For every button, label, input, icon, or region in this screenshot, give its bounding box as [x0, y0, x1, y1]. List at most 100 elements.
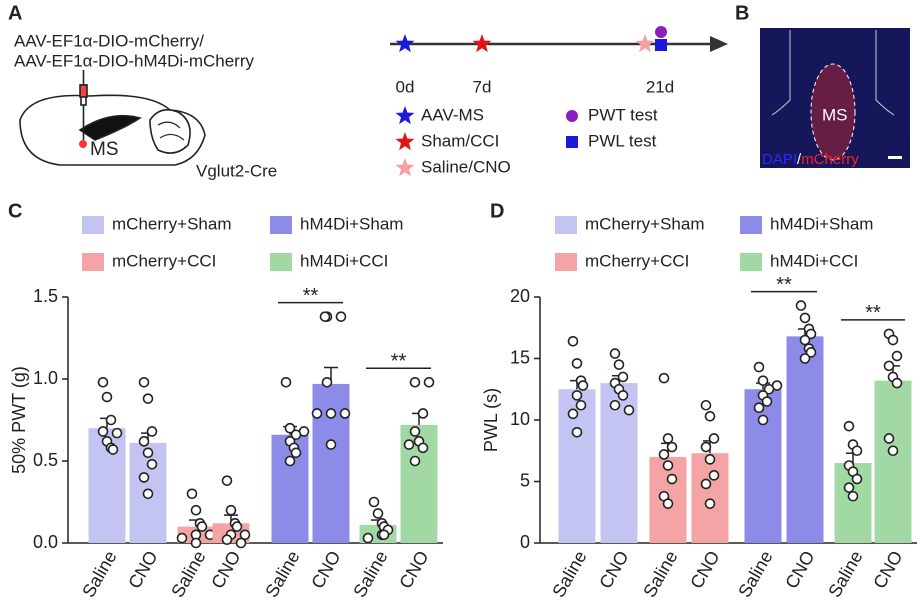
data-point — [662, 498, 674, 509]
legend-swatch — [82, 216, 104, 234]
legend-swatch — [740, 216, 762, 234]
data-point — [805, 347, 817, 358]
data-point — [623, 404, 635, 416]
legend-label: hM4Di+Sham — [770, 214, 873, 233]
y-tick-label: 20 — [510, 286, 530, 306]
data-point — [403, 439, 415, 450]
data-point — [378, 529, 390, 541]
data-point — [290, 447, 302, 459]
stain: DAPI — [762, 151, 797, 168]
data-point — [142, 393, 154, 404]
data-point — [409, 376, 421, 388]
data-point — [666, 473, 678, 485]
data-point — [700, 399, 712, 411]
data-point — [97, 426, 109, 437]
data-point — [708, 470, 720, 481]
data-point — [613, 359, 625, 370]
data-point — [362, 532, 374, 544]
x-tick-label: Saline — [167, 547, 209, 600]
data-point — [757, 414, 769, 426]
data-point — [138, 376, 150, 388]
data-point — [325, 439, 337, 450]
x-tick-label: CNO — [207, 547, 244, 592]
legend-symbol — [395, 158, 415, 177]
x-tick-label: Saline — [261, 547, 303, 600]
data-point — [284, 422, 296, 434]
x-tick-label: CNO — [595, 547, 632, 592]
legend-label: mCherry+CCI — [585, 251, 689, 270]
histology-image — [760, 28, 910, 168]
y-tick-label: 5 — [520, 470, 530, 490]
data-point — [891, 377, 903, 389]
data-point — [138, 472, 150, 483]
data-point — [571, 358, 583, 369]
data-point — [795, 300, 807, 311]
x-tick-label: Saline — [349, 547, 391, 600]
legend-label: mCherry+Sham — [112, 214, 232, 233]
data-point — [280, 376, 292, 388]
panel-label: A — [8, 2, 22, 24]
data-point — [142, 447, 154, 459]
data-point — [887, 445, 899, 457]
stain: / — [797, 151, 802, 168]
x-tick-label: Saline — [548, 547, 590, 600]
data-point — [567, 335, 579, 347]
legend-symbol — [635, 34, 655, 53]
data-point — [417, 442, 429, 454]
virus-text: AAV-EF1α-DIO-mCherry/ — [14, 31, 204, 50]
bar — [744, 389, 782, 543]
data-point — [146, 426, 158, 437]
panel-label: B — [735, 2, 749, 24]
data-point — [196, 521, 208, 532]
legend-swatch — [82, 253, 104, 271]
data-point — [225, 504, 237, 516]
legend-label: mCherry+Sham — [585, 214, 705, 233]
data-point — [571, 390, 583, 401]
data-point — [319, 311, 331, 322]
legend-label: PWT test — [588, 105, 658, 124]
data-point — [190, 504, 202, 516]
data-point — [423, 376, 435, 388]
stain-label: DAPI/mCherry — [762, 151, 859, 168]
panel-label: C — [8, 200, 22, 222]
data-point — [708, 433, 720, 444]
legend-label: mCherry+CCI — [112, 251, 216, 270]
data-point — [883, 360, 895, 372]
legend-symbol — [395, 132, 415, 151]
legend-label: hM4Di+CCI — [770, 251, 858, 270]
data-point — [575, 399, 587, 411]
x-tick-label: CNO — [395, 547, 432, 592]
data-point — [851, 445, 863, 457]
legend-swatch — [270, 253, 292, 271]
y-tick-label: 0 — [520, 532, 530, 552]
bar — [691, 453, 729, 543]
x-tick-label: CNO — [686, 547, 723, 592]
data-point — [221, 475, 233, 486]
data-point — [577, 380, 589, 391]
data-point — [704, 411, 716, 422]
y-tick-label: 10 — [510, 409, 530, 429]
data-point — [666, 441, 678, 453]
legend-label: AAV-MS — [421, 105, 484, 124]
data-point — [176, 532, 188, 544]
bar — [874, 380, 912, 543]
legend-label: PWL test — [588, 131, 657, 150]
x-tick-label: CNO — [307, 547, 344, 592]
data-point — [409, 426, 421, 437]
data-point — [763, 383, 775, 395]
data-point — [372, 508, 384, 519]
data-point — [409, 455, 421, 467]
legend-label: Sham/CCI — [421, 131, 499, 150]
data-point — [700, 441, 712, 453]
data-point — [325, 408, 337, 419]
data-point — [138, 436, 150, 447]
y-tick-label: 1.5 — [33, 286, 58, 306]
panel-label: D — [490, 200, 504, 222]
data-point — [239, 529, 251, 541]
legend-swatch — [270, 216, 292, 234]
region-label: MS — [90, 139, 119, 160]
injection-site — [79, 140, 87, 148]
data-point — [321, 376, 333, 388]
data-point — [887, 334, 899, 346]
data-point — [799, 312, 811, 324]
